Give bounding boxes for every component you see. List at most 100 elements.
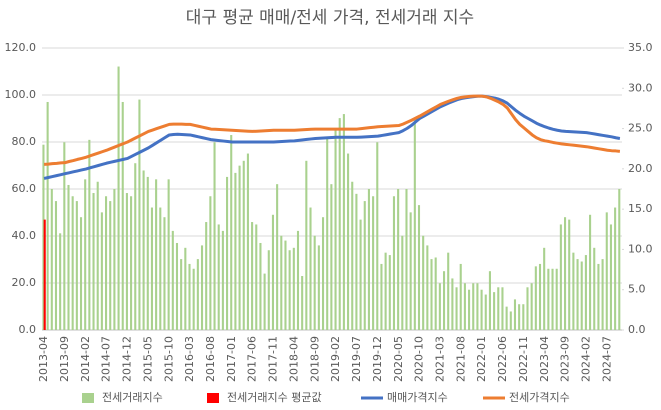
legend-label: 매매가격지수	[387, 391, 448, 404]
x-tick-label: 2014-07	[100, 336, 113, 382]
bar	[309, 207, 312, 330]
bar	[338, 118, 341, 331]
bar	[100, 212, 103, 330]
x-tick-label: 2019-02	[329, 336, 342, 382]
y2-tick-label: 35.0	[628, 41, 653, 54]
bar	[551, 268, 554, 330]
bar	[534, 266, 537, 330]
bar	[422, 235, 425, 330]
bar	[213, 142, 216, 330]
bar	[92, 193, 95, 330]
bar	[50, 189, 53, 330]
bar	[455, 287, 458, 330]
bar	[513, 299, 517, 330]
bar	[568, 219, 571, 330]
bar	[564, 217, 567, 330]
bar	[459, 263, 462, 330]
x-tick-label: 2021-08	[454, 336, 467, 382]
bar	[280, 235, 283, 330]
bar	[401, 235, 404, 330]
bar	[434, 257, 437, 330]
bar	[493, 292, 496, 330]
bar	[576, 259, 579, 330]
x-tick-label: 2015-10	[162, 336, 175, 382]
bar	[330, 184, 333, 330]
bar	[105, 196, 108, 330]
bar	[238, 165, 241, 330]
x-tick-label: 2016-03	[183, 336, 196, 382]
y2-tick-label: 20.0	[628, 162, 653, 175]
bar	[559, 224, 562, 330]
y-tick-label: 60.0	[12, 182, 37, 195]
bar	[468, 289, 471, 330]
x-tick-label: 2023-04	[538, 336, 551, 382]
x-tick-label: 2022-01	[475, 336, 488, 382]
bar	[384, 252, 387, 330]
x-tick-label: 2019-07	[350, 336, 363, 382]
bar	[376, 142, 379, 330]
bar	[572, 252, 575, 330]
bar	[63, 142, 66, 330]
x-tick-label: 2018-09	[308, 336, 321, 382]
bar	[150, 207, 153, 330]
bar	[121, 101, 124, 331]
bar	[605, 212, 608, 330]
bar	[417, 205, 421, 330]
bar	[317, 245, 320, 330]
x-tick-label: 2018-04	[287, 336, 300, 382]
bar	[488, 271, 491, 330]
y-tick-label: 0.0	[19, 323, 37, 336]
x-tick-label: 2016-08	[204, 336, 217, 382]
line	[43, 94, 621, 180]
bar	[263, 273, 266, 330]
bar	[438, 283, 441, 330]
bar	[42, 144, 45, 330]
y2-tick-label: 5.0	[628, 283, 646, 296]
bar	[614, 207, 617, 330]
x-tick-label: 2017-01	[225, 336, 238, 382]
y2-tick-label: 15.0	[628, 202, 653, 215]
bar	[205, 222, 208, 330]
bar	[138, 99, 141, 331]
bar	[547, 268, 550, 330]
bar	[484, 294, 487, 330]
y-tick-label: 80.0	[12, 135, 37, 148]
bar	[409, 212, 412, 330]
x-tick-label: 2013-09	[58, 336, 71, 382]
bar	[347, 153, 350, 330]
bar	[451, 278, 454, 330]
bar	[155, 179, 158, 330]
x-tick-label: 2024-07	[600, 336, 613, 382]
x-tick-label: 2023-09	[559, 336, 572, 382]
bar	[246, 153, 249, 330]
bar	[476, 283, 479, 330]
bar	[526, 287, 529, 330]
bar	[555, 268, 558, 330]
bar	[313, 235, 316, 330]
bar	[413, 118, 416, 331]
bar	[580, 261, 583, 330]
bar	[67, 184, 70, 330]
y-tick-label: 40.0	[12, 229, 37, 242]
bar	[276, 184, 279, 330]
legend-label: 전세거래지수	[102, 391, 163, 404]
x-tick-label: 2024-02	[580, 336, 593, 382]
bar	[442, 271, 446, 330]
y2-tick-label: 25.0	[628, 122, 653, 135]
bar	[167, 179, 170, 330]
bar	[430, 259, 433, 330]
x-tick-label: 2021-03	[433, 336, 446, 382]
bar	[292, 247, 295, 330]
bar	[43, 219, 46, 330]
bar	[159, 207, 162, 330]
bar	[234, 172, 237, 330]
bar	[321, 217, 325, 330]
bar	[59, 233, 62, 330]
bar	[501, 287, 504, 330]
bar	[359, 219, 362, 330]
bar	[130, 196, 133, 330]
bar	[505, 306, 508, 330]
bar	[271, 214, 274, 330]
bar	[209, 196, 212, 330]
x-tick-label: 2015-05	[141, 336, 154, 382]
